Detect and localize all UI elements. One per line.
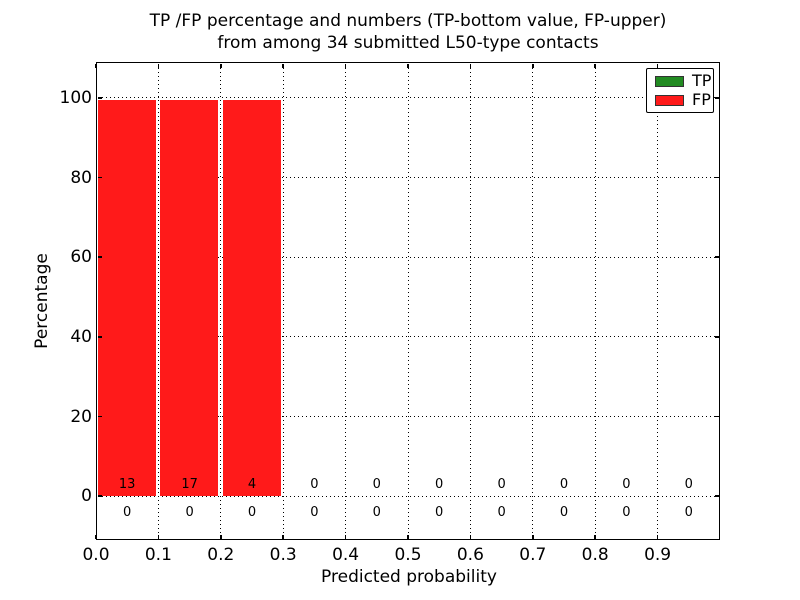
x-axis-label: Predicted probability (321, 567, 497, 587)
chart-title-line2: from among 34 submitted L50-type contact… (217, 33, 599, 53)
y-tick-label: 0 (81, 486, 92, 507)
y-gridline (97, 177, 719, 179)
fp-count-label: 13 (118, 477, 136, 493)
legend-item-fp: FP (647, 91, 713, 109)
tp-count-label: 0 (123, 505, 132, 521)
y-gridline (97, 495, 719, 497)
y-tick-left (97, 495, 102, 497)
x-gridline (532, 63, 534, 539)
y-tick-label: 100 (59, 87, 92, 108)
x-tick-bottom (469, 534, 472, 539)
fp-count-label: 0 (435, 477, 444, 493)
fp-count-label: 17 (181, 477, 198, 493)
x-gridline (407, 63, 409, 539)
x-tick-top (407, 63, 409, 68)
x-tick-label: 0.9 (644, 545, 672, 565)
y-tick-right (714, 415, 719, 418)
y-gridline (97, 97, 719, 99)
x-tick-bottom (594, 534, 596, 539)
x-gridline (220, 63, 222, 539)
x-tick-label: 0.7 (519, 545, 547, 565)
chart-title: TP /FP percentage and numbers (TP-bottom… (150, 10, 667, 54)
legend: TP FP (646, 68, 714, 113)
x-tick-label: 0.2 (207, 545, 235, 565)
fp-count-label: 0 (372, 477, 381, 493)
y-gridline (97, 336, 719, 338)
x-gridline (657, 63, 659, 539)
x-tick-label: 0.4 (332, 545, 360, 565)
tp-count-label: 0 (310, 505, 319, 521)
y-tick-right (714, 336, 719, 338)
x-tick-bottom (95, 534, 97, 539)
y-gridline (97, 416, 719, 418)
fp-bar (222, 99, 281, 497)
x-tick-bottom (220, 534, 222, 539)
tp-count-label: 0 (372, 505, 381, 521)
legend-item-tp: TP (647, 72, 713, 90)
x-tick-bottom (407, 534, 409, 539)
x-tick-label: 0.6 (456, 545, 484, 565)
fp-count-label: 0 (684, 477, 693, 493)
x-tick-top (344, 63, 347, 68)
x-tick-bottom (344, 534, 347, 539)
y-tick-label: 20 (70, 406, 92, 427)
tp-count-label: 0 (247, 505, 257, 521)
y-tick-right (714, 176, 719, 179)
x-tick-top (469, 63, 472, 68)
x-tick-label: 0.0 (82, 545, 110, 565)
tp-count-label: 0 (622, 505, 631, 521)
x-tick-top (594, 63, 596, 68)
fp-count-label: 0 (622, 477, 631, 493)
fp-legend-swatch-icon (655, 94, 684, 106)
x-tick-top (282, 63, 284, 68)
x-tick-label: 0.5 (394, 545, 422, 565)
fp-count-label: 4 (247, 477, 257, 493)
x-tick-top (220, 63, 222, 68)
tp-count-label: 0 (185, 505, 194, 521)
x-tick-top (95, 63, 97, 68)
x-gridline (469, 63, 471, 539)
x-gridline (345, 63, 347, 539)
plot-area (96, 62, 720, 540)
y-tick-left (97, 336, 102, 338)
x-tick-bottom (656, 534, 659, 539)
y-tick-left (97, 97, 102, 99)
y-tick-label: 80 (70, 167, 92, 188)
tp-legend-swatch-icon (655, 75, 684, 87)
x-gridline (157, 63, 159, 539)
x-tick-bottom (532, 534, 534, 539)
x-tick-top (532, 63, 534, 68)
tp-count-label: 0 (435, 505, 444, 521)
y-tick-label: 40 (70, 326, 92, 347)
tp-count-label: 0 (684, 505, 693, 521)
y-tick-left (97, 176, 102, 179)
fp-count-label: 0 (559, 477, 569, 493)
fp-legend-label: FP (692, 90, 711, 109)
x-tick-label: 0.8 (581, 545, 609, 565)
x-tick-top (656, 63, 659, 68)
tp-legend-label: TP (692, 71, 712, 90)
x-gridline (594, 63, 596, 539)
y-tick-left (97, 256, 102, 258)
x-tick-top (157, 63, 160, 68)
y-tick-right (714, 495, 719, 497)
x-tick-label: 0.1 (144, 545, 172, 565)
tp-count-label: 0 (559, 505, 569, 521)
chart-title-line1: TP /FP percentage and numbers (TP-bottom… (149, 11, 667, 31)
y-tick-label: 60 (70, 247, 92, 268)
fp-count-label: 0 (497, 477, 506, 493)
x-gridline (282, 63, 284, 539)
x-tick-bottom (157, 534, 160, 539)
y-gridline (97, 256, 719, 258)
y-tick-left (97, 415, 102, 418)
x-tick-label: 0.3 (269, 545, 297, 565)
fp-count-label: 0 (310, 477, 319, 493)
tp-count-label: 0 (497, 505, 506, 521)
y-tick-right (714, 97, 719, 99)
fp-bar (98, 99, 156, 497)
y-tick-right (714, 256, 719, 258)
fp-bar (160, 99, 219, 497)
x-tick-bottom (282, 534, 284, 539)
